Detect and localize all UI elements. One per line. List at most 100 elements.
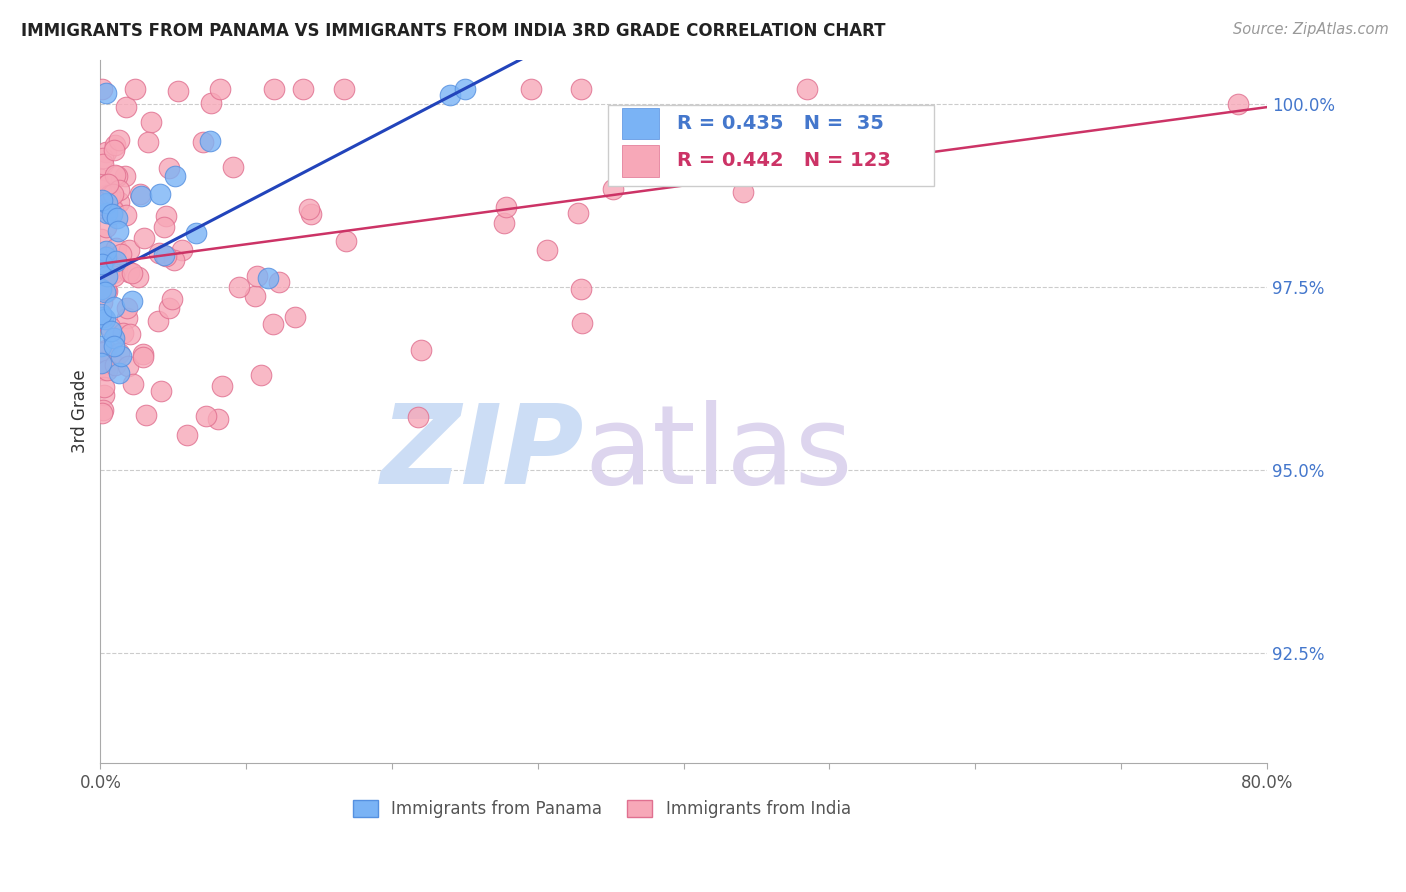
Point (100, 324, 122, 338)
Point (90, 355, 112, 369)
Point (91, 82, 114, 96)
Point (132, 347, 155, 361)
Point (105, 169, 128, 183)
Point (132, 351, 155, 365)
Point (93, 388, 115, 402)
Point (114, 169, 136, 183)
Point (97, 249, 120, 263)
FancyBboxPatch shape (607, 105, 935, 186)
Point (93, 345, 115, 359)
Text: R = 0.435   N =  35: R = 0.435 N = 35 (676, 114, 883, 133)
Point (120, 327, 142, 342)
Point (96, 283, 118, 297)
Point (110, 247, 132, 261)
Point (96, 178, 118, 193)
Point (636, 144, 658, 158)
Point (93, 151, 115, 165)
Point (200, 134, 222, 148)
Point (136, 135, 159, 149)
Point (105, 211, 128, 226)
Point (94, 202, 117, 216)
Point (157, 301, 180, 315)
Point (89, 356, 111, 370)
Point (167, 84, 190, 98)
Point (127, 270, 149, 285)
Point (149, 384, 172, 398)
Point (94, 244, 117, 258)
Point (298, 202, 321, 216)
Point (103, 339, 125, 353)
Point (105, 260, 128, 275)
Point (148, 246, 170, 260)
Point (191, 135, 214, 149)
Point (157, 161, 180, 176)
Point (332, 82, 354, 96)
Point (96, 285, 118, 299)
Point (621, 122, 644, 136)
Point (121, 266, 143, 280)
Point (91, 295, 114, 310)
Point (495, 200, 517, 214)
Point (90, 257, 112, 271)
Bar (621, 108, 659, 139)
Point (90, 307, 112, 321)
Point (602, 182, 624, 196)
Point (194, 409, 217, 423)
Point (139, 115, 162, 129)
Point (172, 243, 194, 257)
Point (536, 243, 558, 257)
Point (135, 408, 157, 422)
Bar (621, 145, 659, 177)
Point (91, 310, 114, 325)
Point (90, 339, 112, 353)
Point (91, 406, 114, 420)
Point (111, 326, 134, 341)
Point (118, 265, 141, 279)
Point (115, 311, 138, 326)
Point (93, 157, 115, 171)
Point (94, 220, 117, 235)
Point (335, 234, 357, 248)
Point (284, 310, 307, 324)
Point (228, 280, 250, 294)
Point (256, 271, 278, 285)
Text: Source: ZipAtlas.com: Source: ZipAtlas.com (1233, 22, 1389, 37)
Point (406, 409, 429, 424)
Point (96, 187, 118, 202)
Point (94, 250, 117, 264)
Point (249, 368, 271, 382)
Point (110, 349, 132, 363)
Point (243, 289, 266, 303)
Point (569, 82, 592, 96)
Point (567, 205, 589, 219)
Point (98, 319, 121, 334)
Point (98, 187, 121, 202)
Point (733, 185, 755, 199)
Text: R = 0.442   N = 123: R = 0.442 N = 123 (676, 152, 890, 170)
Point (93, 311, 115, 326)
Point (155, 209, 177, 223)
Point (118, 244, 141, 258)
Point (103, 269, 125, 284)
Point (221, 161, 243, 175)
Point (165, 169, 187, 183)
Point (163, 252, 186, 267)
Point (153, 219, 176, 234)
Point (211, 378, 233, 392)
Point (492, 216, 515, 230)
Point (104, 254, 127, 268)
Point (93, 362, 115, 376)
Point (90, 193, 112, 207)
Point (103, 300, 125, 314)
Point (94, 268, 117, 282)
Point (121, 376, 143, 391)
Text: atlas: atlas (585, 401, 853, 507)
Point (796, 82, 818, 96)
Point (454, 82, 477, 96)
Point (569, 282, 592, 296)
Point (94, 145, 117, 160)
Point (94, 357, 117, 371)
Point (246, 268, 269, 283)
Point (93, 379, 115, 393)
Point (96, 363, 118, 377)
